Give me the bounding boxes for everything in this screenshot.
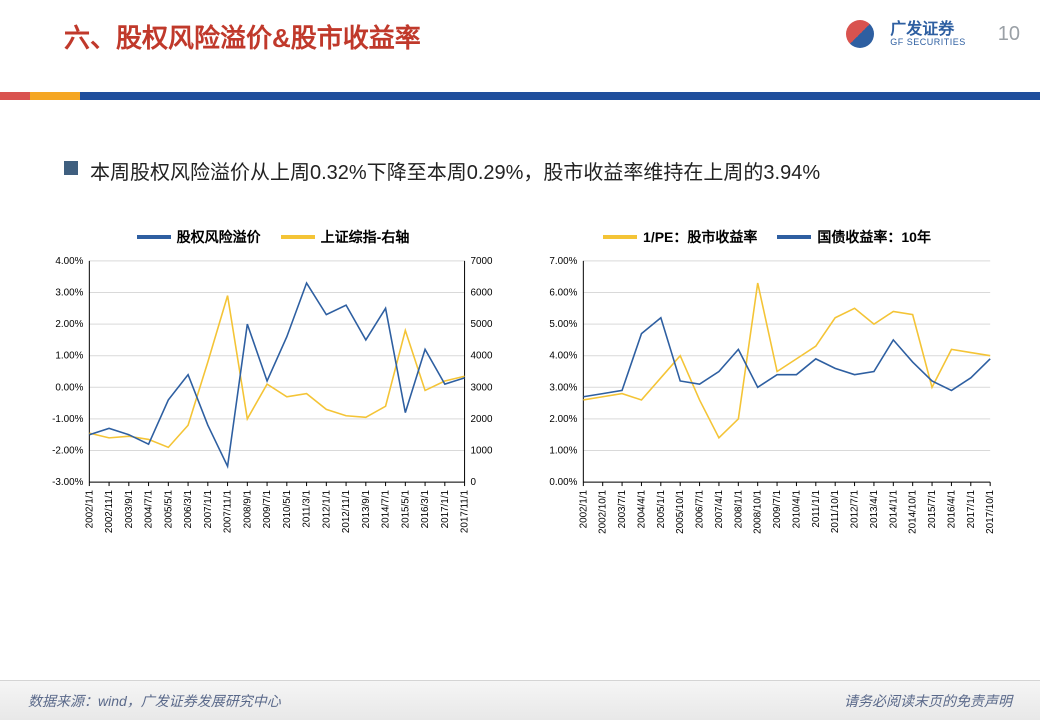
svg-text:2017/11/1: 2017/11/1 (460, 490, 471, 533)
legend-item: 上证综指-右轴 (281, 227, 410, 247)
svg-text:2000: 2000 (471, 414, 493, 425)
svg-text:2008/1/1: 2008/1/1 (733, 490, 744, 528)
chart-right: 1/PE：股市收益率 国债收益率：10年 0.00% 1.00% 2.00% 3.00%… (530, 221, 1004, 559)
svg-text:4.00%: 4.00% (549, 351, 577, 362)
svg-text:2008/9/1: 2008/9/1 (242, 490, 253, 528)
svg-text:1.00%: 1.00% (549, 445, 577, 456)
svg-text:2002/1/1: 2002/1/1 (578, 490, 589, 528)
data-source: 数据来源：wind，广发证券发展研究中心 (28, 691, 281, 711)
svg-text:2006/3/1: 2006/3/1 (183, 490, 194, 528)
svg-text:3000: 3000 (471, 382, 493, 393)
legend-label: 国债收益率：10年 (817, 227, 931, 247)
summary-text: 本周股权风险溢价从上周0.32%下降至本周0.29%，股市收益率维持在上周的3.… (90, 156, 820, 185)
chart-right-legend: 1/PE：股市收益率 国债收益率：10年 (530, 221, 1004, 253)
svg-text:1.00%: 1.00% (55, 351, 83, 362)
legend-item: 1/PE：股市收益率 (603, 227, 757, 247)
svg-text:7.00%: 7.00% (549, 256, 577, 267)
logo-text-cn: 广发证券 (890, 22, 966, 38)
svg-text:2011/10/1: 2011/10/1 (830, 490, 841, 533)
bullet-icon (64, 161, 78, 175)
svg-text:2006/7/1: 2006/7/1 (695, 490, 706, 528)
svg-text:2015/7/1: 2015/7/1 (927, 490, 938, 528)
gf-logo-icon (846, 20, 874, 48)
svg-text:2012/7/1: 2012/7/1 (850, 490, 861, 528)
svg-text:2011/1/1: 2011/1/1 (811, 490, 822, 528)
svg-text:2.00%: 2.00% (55, 319, 83, 330)
svg-text:2015/5/1: 2015/5/1 (400, 490, 411, 528)
svg-text:2010/4/1: 2010/4/1 (791, 490, 802, 528)
charts-row: 股权风险溢价 上证综指-右轴 -3.00% -2.00% -1.00% 0.00% 1.0… (0, 185, 1040, 559)
svg-text:2007/11/1: 2007/11/1 (223, 490, 234, 533)
svg-text:0.00%: 0.00% (55, 382, 83, 393)
svg-text:2012/11/1: 2012/11/1 (341, 490, 352, 533)
svg-text:1000: 1000 (471, 445, 493, 456)
svg-text:2012/1/1: 2012/1/1 (321, 490, 332, 528)
header: 六、股权风险溢价&股市收益率 广发证券 GF SECURITIES 10 (0, 0, 1040, 100)
chart-left-svg: -3.00% -2.00% -1.00% 0.00% 1.00% 2.00% 3.00% 4.… (36, 253, 510, 559)
svg-text:2017/10/1: 2017/10/1 (985, 490, 996, 534)
svg-text:2014/10/1: 2014/10/1 (908, 490, 919, 534)
svg-text:2009/7/1: 2009/7/1 (772, 490, 783, 528)
svg-text:6000: 6000 (471, 287, 493, 298)
svg-text:2005/1/1: 2005/1/1 (656, 490, 667, 528)
svg-text:2004/7/1: 2004/7/1 (144, 490, 155, 528)
svg-text:2004/4/1: 2004/4/1 (636, 490, 647, 528)
header-rule (0, 92, 1040, 100)
svg-text:0.00%: 0.00% (549, 477, 577, 488)
svg-text:2005/5/1: 2005/5/1 (163, 490, 174, 528)
svg-text:3.00%: 3.00% (549, 382, 577, 393)
chart-left-legend: 股权风险溢价 上证综指-右轴 (36, 221, 510, 253)
svg-text:2003/7/1: 2003/7/1 (617, 490, 628, 528)
footer: 数据来源：wind，广发证券发展研究中心 请务必阅读末页的免责声明 (0, 680, 1040, 720)
svg-text:-2.00%: -2.00% (52, 445, 83, 456)
svg-text:5.00%: 5.00% (549, 319, 577, 330)
svg-text:2008/10/1: 2008/10/1 (753, 490, 764, 534)
svg-text:4.00%: 4.00% (55, 256, 83, 267)
svg-text:2014/1/1: 2014/1/1 (888, 490, 899, 528)
svg-text:2.00%: 2.00% (549, 414, 577, 425)
legend-swatch (603, 235, 637, 239)
svg-text:2005/10/1: 2005/10/1 (675, 490, 686, 534)
svg-text:2013/4/1: 2013/4/1 (869, 490, 880, 528)
svg-text:4000: 4000 (471, 351, 493, 362)
svg-text:2014/7/1: 2014/7/1 (381, 490, 392, 528)
legend-label: 上证综指-右轴 (321, 227, 410, 247)
svg-text:2002/1/1: 2002/1/1 (84, 490, 95, 528)
svg-text:2016/3/1: 2016/3/1 (420, 490, 431, 528)
logo-area: 广发证券 GF SECURITIES 10 (846, 20, 1020, 48)
legend-swatch (777, 235, 811, 239)
svg-text:3.00%: 3.00% (55, 287, 83, 298)
svg-text:0: 0 (471, 477, 477, 488)
svg-text:2007/1/1: 2007/1/1 (203, 490, 214, 528)
svg-text:2003/9/1: 2003/9/1 (124, 490, 135, 528)
svg-text:2002/10/1: 2002/10/1 (598, 490, 609, 534)
chart-left: 股权风险溢价 上证综指-右轴 -3.00% -2.00% -1.00% 0.00% 1.0… (36, 221, 510, 559)
logo-text-en: GF SECURITIES (890, 38, 966, 47)
summary-bullet: 本周股权风险溢价从上周0.32%下降至本周0.29%，股市收益率维持在上周的3.… (64, 156, 976, 185)
svg-text:2010/5/1: 2010/5/1 (282, 490, 293, 528)
legend-item: 股权风险溢价 (137, 227, 261, 247)
legend-label: 股权风险溢价 (177, 227, 261, 247)
disclaimer: 请务必阅读末页的免责声明 (844, 691, 1012, 711)
svg-text:2002/11/1: 2002/11/1 (104, 490, 115, 533)
svg-text:5000: 5000 (471, 319, 493, 330)
svg-text:-3.00%: -3.00% (52, 477, 83, 488)
page-number: 10 (998, 23, 1020, 46)
svg-text:7000: 7000 (471, 256, 493, 267)
legend-label: 1/PE：股市收益率 (643, 227, 757, 247)
svg-text:2009/7/1: 2009/7/1 (262, 490, 273, 528)
svg-text:2016/4/1: 2016/4/1 (946, 490, 957, 528)
svg-text:6.00%: 6.00% (549, 287, 577, 298)
svg-text:2007/4/1: 2007/4/1 (714, 490, 725, 528)
svg-text:2017/1/1: 2017/1/1 (966, 490, 977, 528)
chart-right-svg: 0.00% 1.00% 2.00% 3.00% 4.00% 5.00% 6.00% 7.00%… (530, 253, 1004, 559)
svg-text:2011/3/1: 2011/3/1 (302, 490, 313, 528)
svg-text:-1.00%: -1.00% (52, 414, 83, 425)
legend-item: 国债收益率：10年 (777, 227, 931, 247)
legend-swatch (281, 235, 315, 239)
svg-text:2017/1/1: 2017/1/1 (440, 490, 451, 528)
legend-swatch (137, 235, 171, 239)
svg-text:2013/9/1: 2013/9/1 (361, 490, 372, 528)
